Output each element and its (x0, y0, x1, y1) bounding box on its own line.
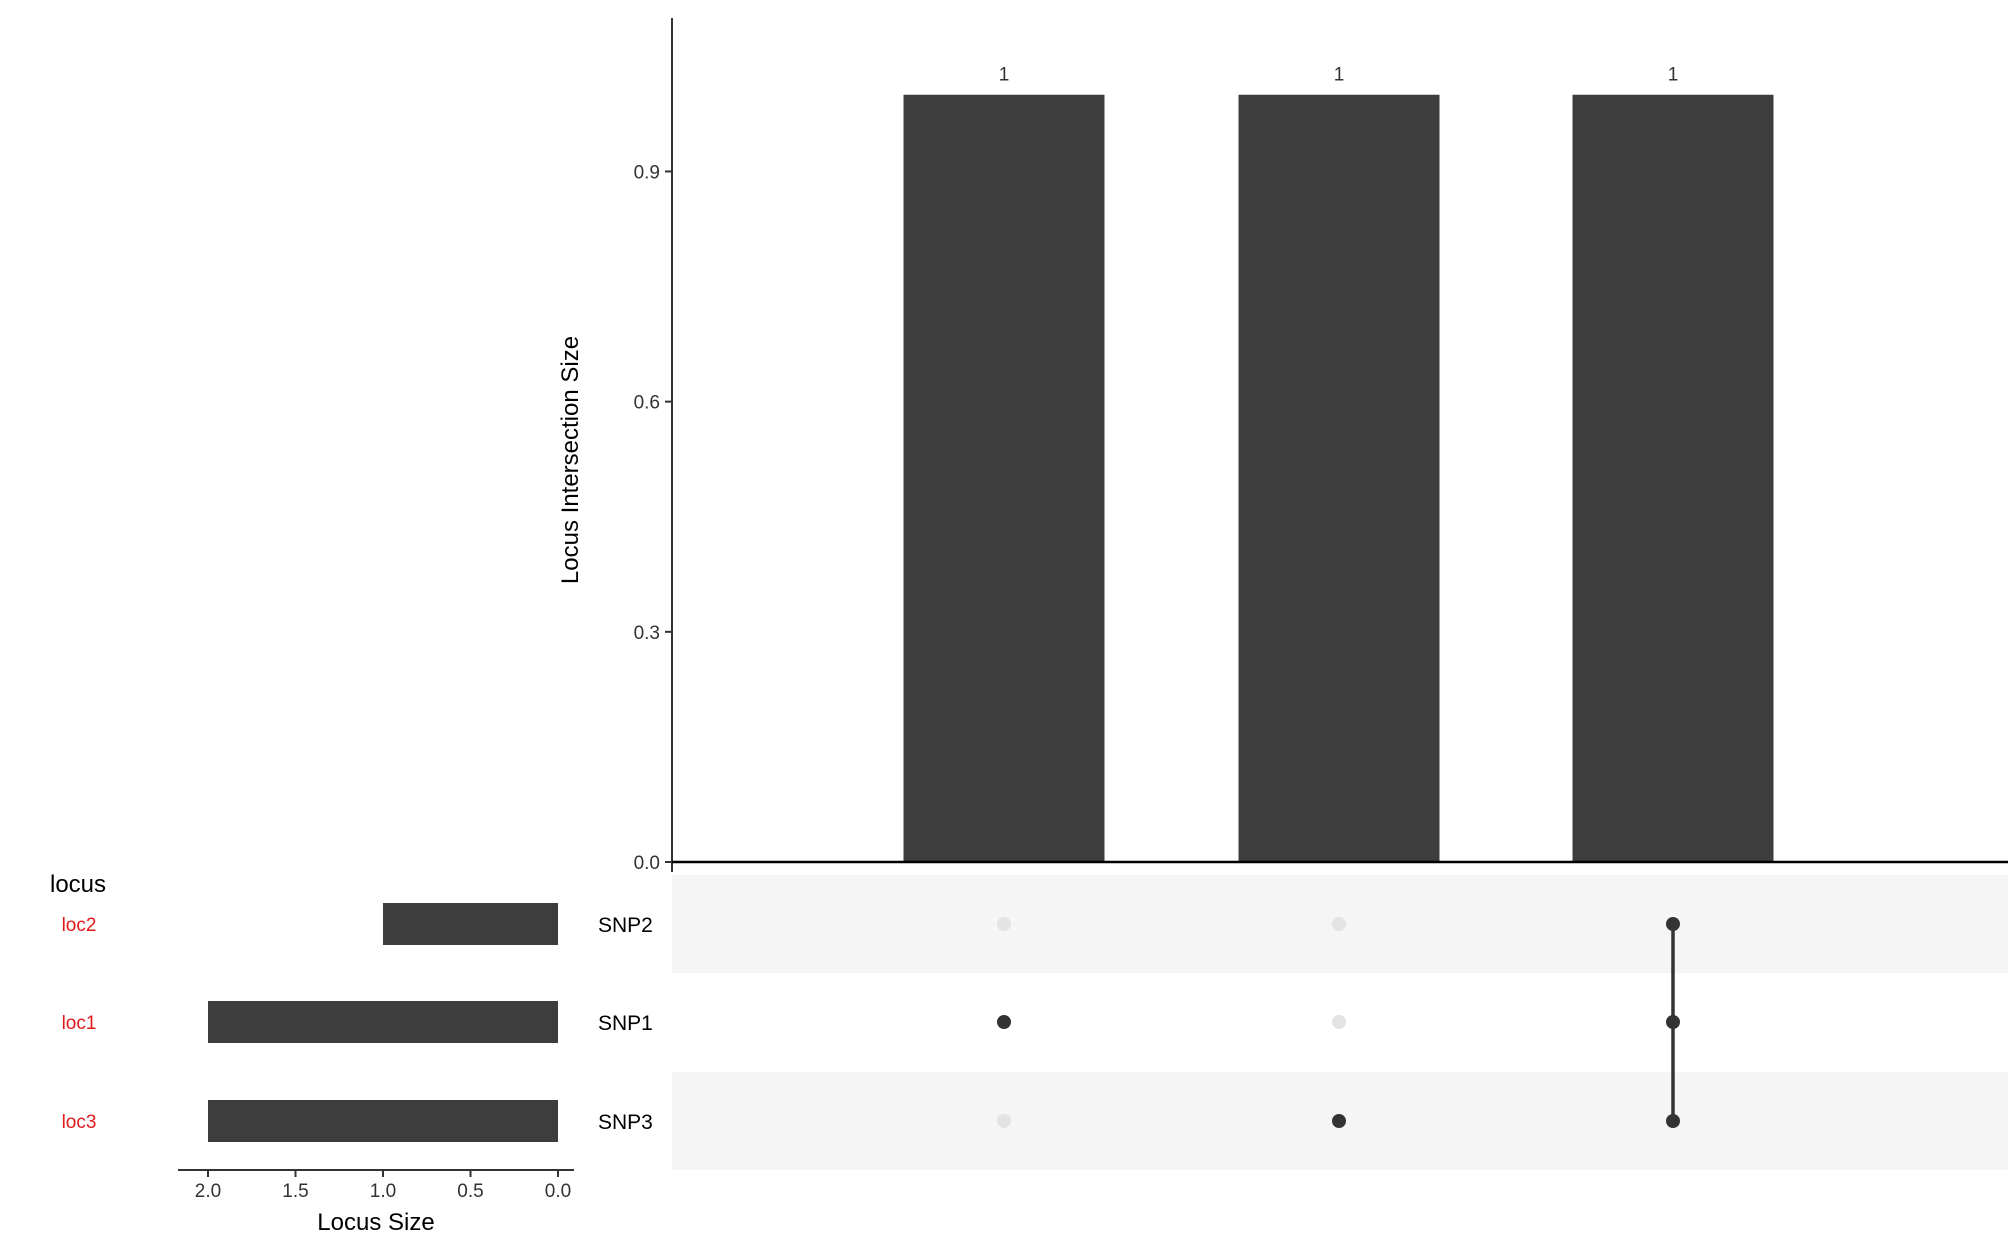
matrix-dot-2-2 (1666, 1114, 1680, 1128)
matrix-dot-1-1 (1332, 1015, 1346, 1029)
intersection-bar-label-1: 1 (1334, 65, 1345, 86)
set-label-0: SNP2 (598, 914, 653, 937)
locus-label-2: loc3 (62, 1112, 97, 1133)
intersection-bar-0 (903, 94, 1105, 862)
matrix-dot-2-0 (1666, 917, 1680, 931)
set-size-x-tick-label-2: 1.0 (370, 1181, 396, 1202)
intersection-y-tick-label-0: 0.0 (634, 853, 660, 874)
intersection-matrix (997, 917, 1680, 1128)
matrix-dot-0-1 (997, 1015, 1011, 1029)
matrix-dot-1-0 (1332, 917, 1346, 931)
locus-label-1: loc1 (62, 1013, 97, 1034)
locus-title: locus (50, 871, 106, 898)
set-size-x-tick-label-0: 2.0 (195, 1181, 221, 1202)
intersection-bar-label-2: 1 (1668, 65, 1679, 86)
intersection-bar-2 (1572, 94, 1774, 862)
intersection-bar-label-0: 1 (999, 65, 1010, 86)
set-size-bar-0 (383, 903, 558, 945)
set-label-1: SNP1 (598, 1012, 653, 1035)
set-size-bar-1 (208, 1001, 558, 1043)
set-size-x-tick-label-3: 0.5 (457, 1181, 483, 1202)
matrix-dot-0-0 (997, 917, 1011, 931)
matrix-dot-0-2 (997, 1114, 1011, 1128)
set-size-x-tick-label-1: 1.5 (282, 1181, 308, 1202)
intersection-y-axis: 0.0 0.3 0.6 0.9 (634, 18, 2008, 874)
set-size-bars (208, 903, 558, 1142)
intersection-y-tick-label-2: 0.6 (634, 393, 660, 414)
matrix-dot-1-2 (1332, 1114, 1346, 1128)
set-size-bar-2 (208, 1100, 558, 1142)
intersection-y-tick-label-1: 0.3 (634, 623, 660, 644)
intersection-y-axis-title: Locus Intersection Size (557, 336, 584, 584)
intersection-bar-1 (1238, 94, 1440, 862)
set-label-2: SNP3 (598, 1111, 653, 1134)
set-size-x-tick-label-4: 0.0 (545, 1181, 571, 1202)
locus-labels: loc2 loc1 loc3 (62, 915, 97, 1133)
set-size-x-axis-title: Locus Size (317, 1209, 434, 1236)
intersection-bars: 1 1 1 (903, 65, 1774, 862)
set-size-x-axis: 2.0 1.5 1.0 0.5 0.0 (178, 1169, 574, 1202)
intersection-y-tick-label-3: 0.9 (634, 162, 660, 183)
matrix-dot-2-1 (1666, 1015, 1680, 1029)
set-labels: SNP2 SNP1 SNP3 (598, 914, 653, 1134)
locus-label-0: loc2 (62, 915, 97, 936)
